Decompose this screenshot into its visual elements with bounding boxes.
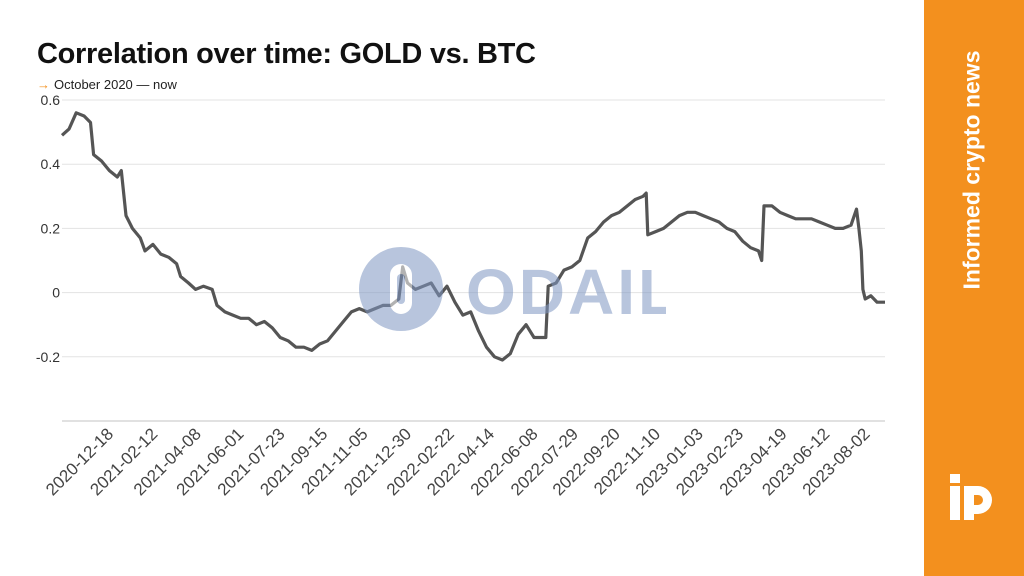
grid-lines — [62, 99, 885, 422]
arrow-right-icon: → — [37, 77, 50, 92]
y-axis-ticks: 0.6 0.4 0.2 0 -0.2 — [36, 92, 60, 365]
chart-subtitle: → October 2020 — now — [37, 77, 177, 92]
x-axis-ticks: 2020-12-182021-02-122021-04-082021-06-01… — [42, 424, 874, 499]
correlation-line-chart: 0.6 0.4 0.2 0 -0.2 2020-12-182021-02-122021-… — [36, 92, 885, 499]
subtitle-text: October 2020 — now — [54, 77, 177, 92]
y-tick-label: 0.2 — [41, 220, 61, 236]
y-tick-label: -0.2 — [36, 349, 60, 365]
series-line-gold-vs-btc — [60, 111, 885, 362]
ip-logo-icon — [950, 474, 992, 520]
odaily-logo-icon — [359, 247, 443, 331]
y-tick-label: 0.4 — [41, 156, 61, 172]
brand-side-panel — [924, 0, 1024, 576]
odaily-watermark: ODAILY — [359, 247, 666, 331]
chart-title: Correlation over time: GOLD vs. BTC — [37, 38, 536, 70]
y-tick-label: 0.6 — [41, 92, 61, 108]
watermark-text: ODAILY — [466, 256, 666, 328]
y-tick-label: 0 — [52, 285, 60, 301]
brand-tagline: Informed crypto news — [958, 50, 985, 290]
